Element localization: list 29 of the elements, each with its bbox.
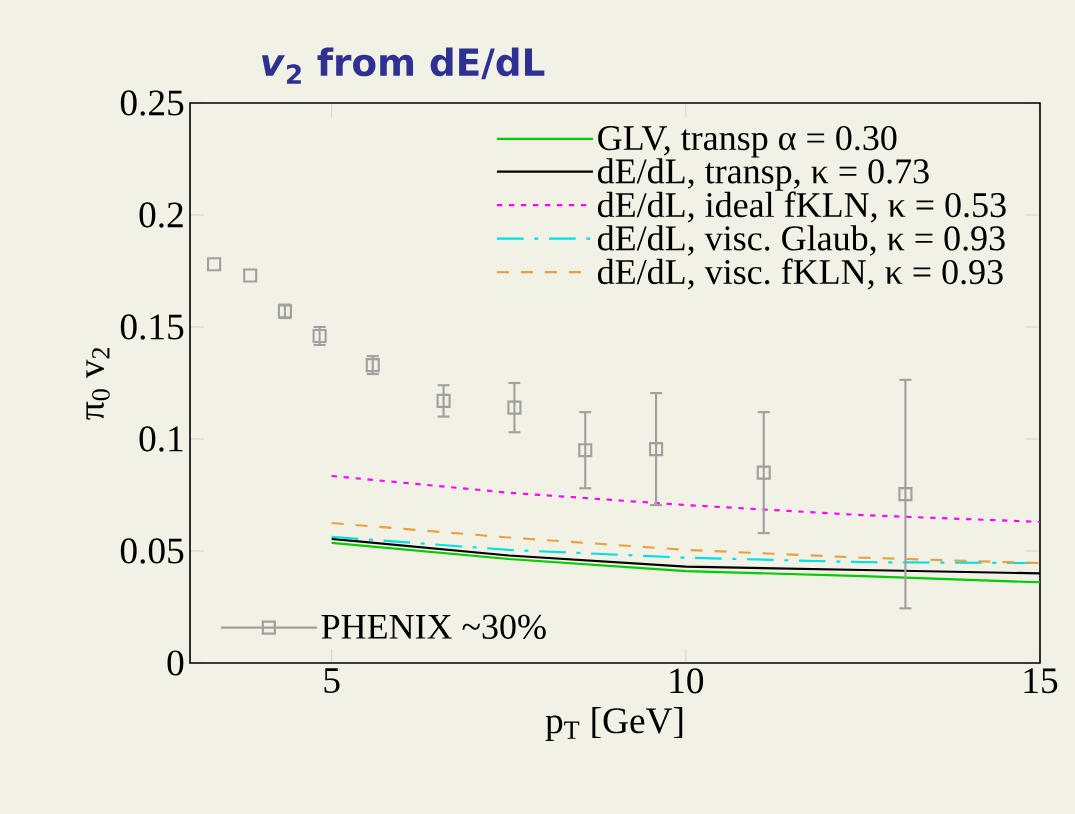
legend-label: dE/dL, transp, κ = 0.73 bbox=[597, 158, 929, 191]
point bbox=[507, 400, 522, 415]
y-tick-label: 0.25 bbox=[120, 90, 184, 116]
y-tick-label: 0.1 bbox=[139, 426, 183, 452]
x-axis-title: p$_{T}$ [GeV] bbox=[545, 707, 683, 741]
line-series bbox=[330, 474, 1040, 523]
y-axis-title: π$_{0}$ v$_{2}$ bbox=[86, 347, 110, 420]
point bbox=[756, 465, 771, 480]
point bbox=[578, 443, 593, 458]
y-tick-label: 0.05 bbox=[120, 538, 184, 564]
chart-title: v$_{2}$ from dE/dL bbox=[261, 47, 545, 84]
x-tick-label: 5 bbox=[324, 668, 340, 694]
point bbox=[649, 442, 664, 457]
point bbox=[436, 393, 451, 408]
point bbox=[898, 487, 913, 502]
point bbox=[243, 268, 258, 283]
legend-label: dE/dL, visc. Glaub, κ = 0.93 bbox=[597, 225, 1005, 256]
line-series bbox=[330, 541, 1040, 584]
legend-label: dE/dL, visc. fKLN, κ = 0.93 bbox=[597, 258, 1003, 290]
y-tick-label: 0 bbox=[167, 650, 184, 676]
y-tick-label: 0.2 bbox=[139, 202, 183, 228]
point bbox=[207, 257, 222, 272]
y-tick-label: 0.15 bbox=[120, 314, 184, 340]
legend-label: PHENIX ~30% bbox=[321, 614, 546, 640]
x-tick-label: 15 bbox=[1024, 668, 1058, 694]
legend-label: GLV, transp α = 0.30 bbox=[598, 125, 897, 158]
x-tick-label: 10 bbox=[670, 668, 704, 694]
legend-label: dE/dL, ideal fKLN, κ = 0.53 bbox=[597, 191, 1006, 223]
line-series bbox=[330, 521, 1040, 565]
